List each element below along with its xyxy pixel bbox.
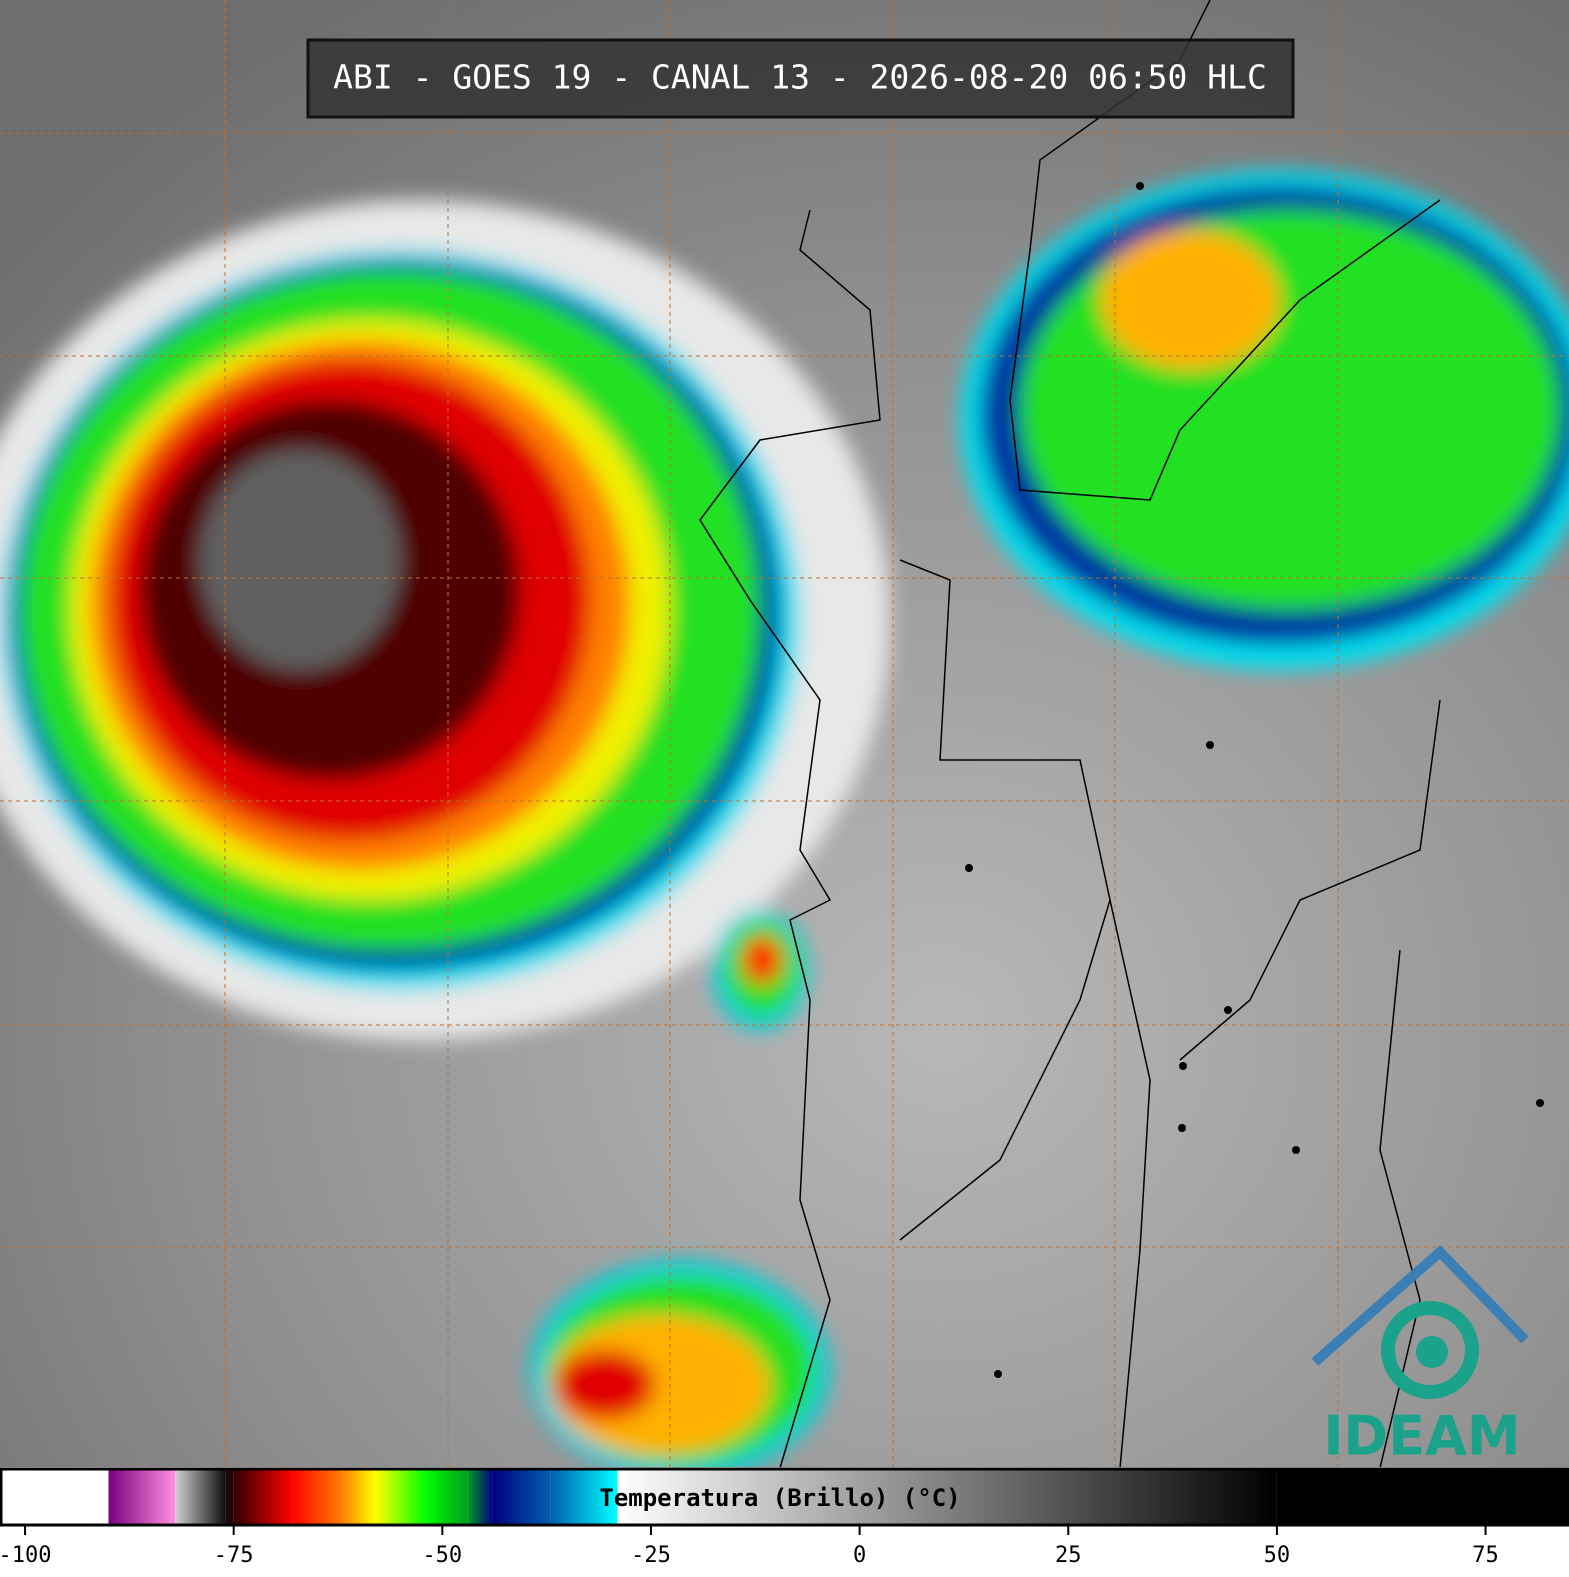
colorbar-frame bbox=[0, 1467, 1569, 1527]
colorbar-segment bbox=[108, 1469, 176, 1525]
tick-label: 75 bbox=[1472, 1543, 1499, 1568]
tick-label: 50 bbox=[1264, 1543, 1291, 1568]
tick-label: -50 bbox=[422, 1543, 462, 1568]
colorbar-segment bbox=[425, 1469, 468, 1525]
title-box: ABI - GOES 19 - CANAL 13 - 2026-08-20 06… bbox=[306, 38, 1295, 119]
colorbar-segment bbox=[375, 1469, 426, 1525]
tick-label: 25 bbox=[1055, 1543, 1082, 1568]
logo: IDEAM bbox=[1311, 1245, 1529, 1468]
colorbar-segment bbox=[492, 1469, 551, 1525]
colorbar-segment bbox=[617, 1469, 1277, 1525]
satellite-map bbox=[0, 0, 1569, 1480]
colorbar-segment bbox=[225, 1469, 234, 1525]
tick-label: -25 bbox=[631, 1543, 671, 1568]
colorbar-segment bbox=[342, 1469, 376, 1525]
colorbar: -100 -75 -50 -25 0 25 50 75 bbox=[0, 1467, 1569, 1568]
colorbar-segment bbox=[467, 1469, 493, 1525]
title: ABI - GOES 19 - CANAL 13 - 2026-08-20 06… bbox=[333, 58, 1267, 97]
colorbar-segment bbox=[175, 1469, 226, 1525]
colorbar-segment bbox=[292, 1469, 343, 1525]
tick-label: 0 bbox=[853, 1543, 866, 1568]
colorbar-segment bbox=[550, 1469, 618, 1525]
tick-label: -100 bbox=[0, 1543, 52, 1568]
tick-label: -75 bbox=[214, 1543, 254, 1568]
colorbar-label: Temperatura (Brillo) (°C) bbox=[599, 1484, 960, 1512]
logo-text: IDEAM bbox=[1323, 1405, 1520, 1468]
colorbar-segment bbox=[1276, 1469, 1569, 1525]
colorbar-segment bbox=[233, 1469, 293, 1525]
colorbar-segment bbox=[0, 1469, 109, 1525]
